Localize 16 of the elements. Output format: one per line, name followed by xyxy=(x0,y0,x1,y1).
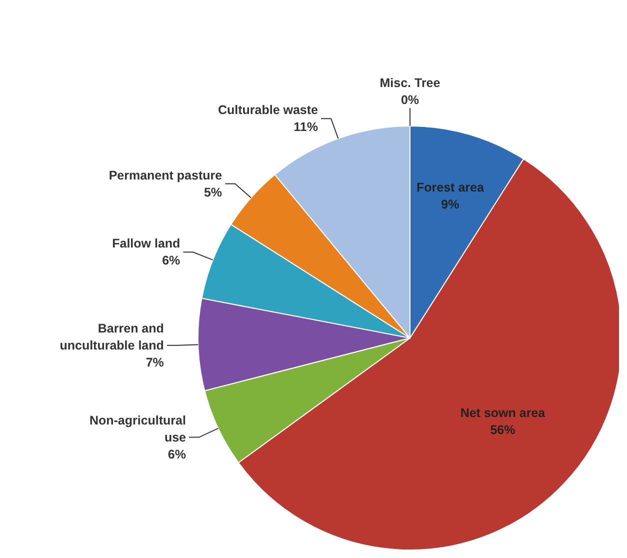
category-label: Misc. Tree xyxy=(380,76,440,90)
data-label: 11% xyxy=(294,120,318,134)
slice-label: Culturable waste xyxy=(218,103,318,118)
data-label: 6% xyxy=(168,447,186,462)
slice-label: Fallow land xyxy=(112,236,180,251)
slice-label: Non-agricultural use xyxy=(89,413,186,444)
data-label: 5% xyxy=(204,185,222,200)
slice-label: Forest area xyxy=(416,180,485,195)
slice-label: Net sown area xyxy=(460,406,546,420)
data-label: 7% xyxy=(146,355,164,370)
data-label: 56% xyxy=(490,423,516,438)
data-label: 6% xyxy=(162,254,180,268)
slice-label: Permanent pasture xyxy=(108,168,222,182)
slice-label: Barren and unculturable land xyxy=(60,321,164,352)
data-label: 9% xyxy=(441,198,460,212)
text: 0% xyxy=(400,93,420,107)
